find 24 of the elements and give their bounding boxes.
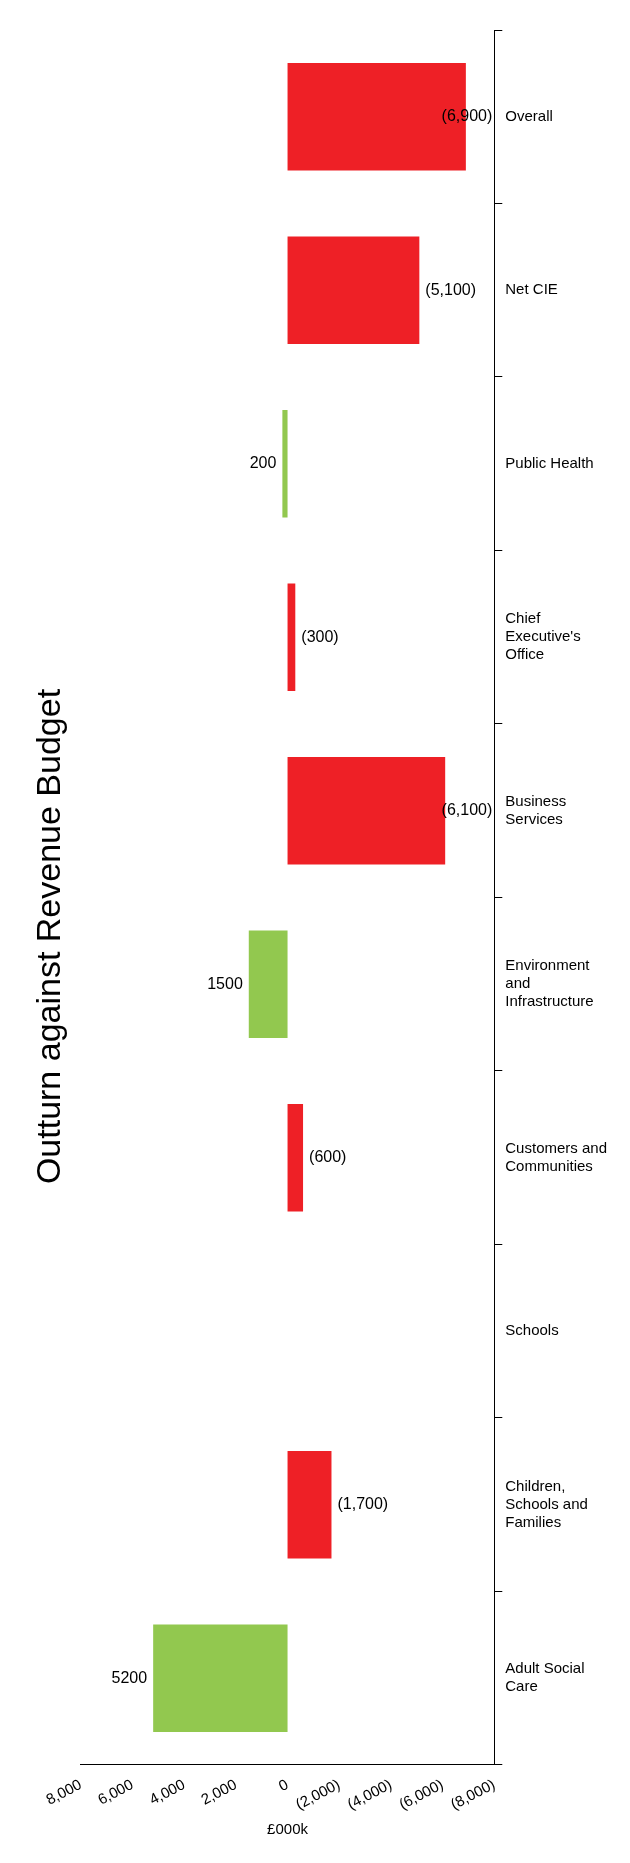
x-axis-title: £000k bbox=[267, 1820, 309, 1838]
y-tick-label: Public Health bbox=[505, 453, 594, 471]
text: Outturn against Revenue Budget bbox=[28, 688, 67, 1185]
x-tick-label: 6,000 bbox=[94, 1775, 136, 1808]
y-tick-label: Environment and Infrastructure bbox=[505, 956, 594, 1010]
x-tick-label: 0 bbox=[275, 1775, 291, 1795]
data-label: 5200 bbox=[111, 1668, 148, 1686]
x-tick-label: 4,000 bbox=[146, 1775, 188, 1808]
y-tick-label: Adult Social Care bbox=[505, 1659, 585, 1695]
y-tick-label: Children, Schools and Families bbox=[505, 1476, 588, 1530]
y-tick-label: Net CIE bbox=[505, 280, 558, 298]
data-label: 1500 bbox=[207, 974, 243, 992]
data-label: (600) bbox=[309, 1148, 347, 1166]
data-label: (5,100) bbox=[425, 280, 477, 298]
y-tick-label: Chief Executive's Office bbox=[505, 609, 581, 663]
y-tick-label: Business Services bbox=[505, 791, 567, 827]
data-label: 200 bbox=[249, 454, 277, 472]
y-tick-label: Schools bbox=[505, 1321, 559, 1339]
y-tick-label: Overall bbox=[505, 106, 553, 124]
x-tick-label: 2,000 bbox=[198, 1775, 240, 1808]
data-label: (1,700) bbox=[337, 1495, 389, 1513]
data-label: (300) bbox=[301, 627, 339, 645]
y-tick-label: Customers and Communities bbox=[505, 1138, 608, 1174]
x-tick-label: 8,000 bbox=[42, 1775, 85, 1808]
